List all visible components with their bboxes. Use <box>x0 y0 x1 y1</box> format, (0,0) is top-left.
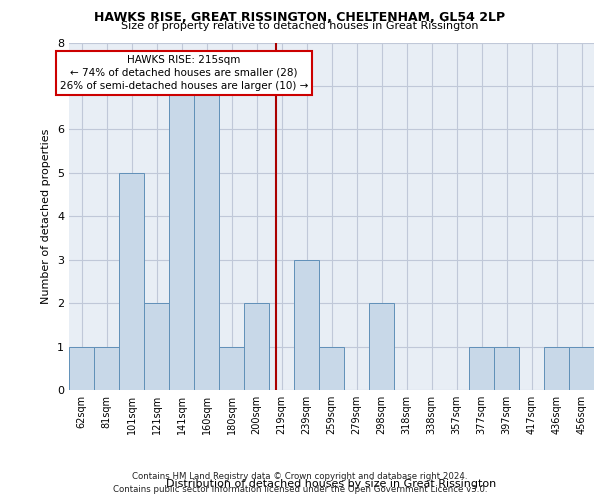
Bar <box>369 303 394 390</box>
Bar <box>144 303 169 390</box>
Bar <box>69 346 94 390</box>
Text: Contains HM Land Registry data © Crown copyright and database right 2024.
Contai: Contains HM Land Registry data © Crown c… <box>113 472 487 494</box>
Bar <box>94 346 119 390</box>
Bar <box>244 303 269 390</box>
Text: Size of property relative to detached houses in Great Rissington: Size of property relative to detached ho… <box>121 21 479 31</box>
Bar <box>294 260 319 390</box>
Bar <box>194 86 219 390</box>
Text: HAWKS RISE, GREAT RISSINGTON, CHELTENHAM, GL54 2LP: HAWKS RISE, GREAT RISSINGTON, CHELTENHAM… <box>94 11 506 24</box>
X-axis label: Distribution of detached houses by size in Great Rissington: Distribution of detached houses by size … <box>166 478 497 488</box>
Text: HAWKS RISE: 215sqm
← 74% of detached houses are smaller (28)
26% of semi-detache: HAWKS RISE: 215sqm ← 74% of detached hou… <box>60 54 308 91</box>
Bar <box>219 346 244 390</box>
Bar <box>319 346 344 390</box>
Bar <box>169 86 194 390</box>
Bar <box>544 346 569 390</box>
Bar <box>494 346 519 390</box>
Bar <box>569 346 594 390</box>
Bar <box>119 173 144 390</box>
Bar <box>469 346 494 390</box>
Y-axis label: Number of detached properties: Number of detached properties <box>41 128 52 304</box>
